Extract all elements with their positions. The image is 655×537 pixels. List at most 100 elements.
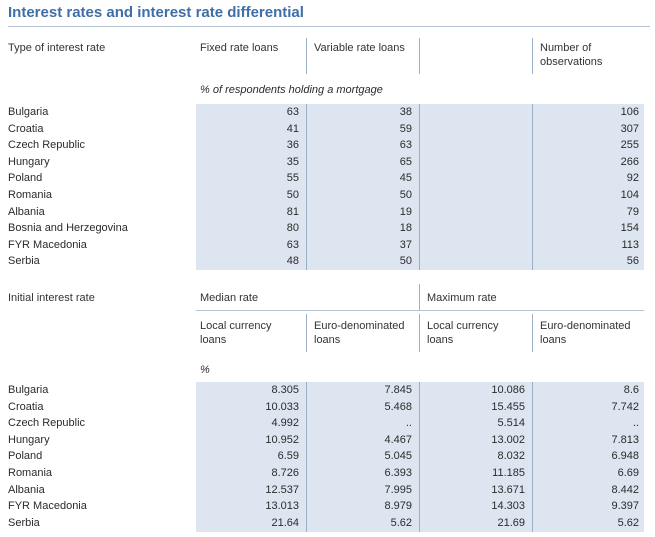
median-local-value: 4.992 <box>271 417 299 430</box>
country-label: Serbia <box>8 516 40 529</box>
initial-rate-header: Initial interest rate <box>8 292 95 304</box>
type-of-rate-header: Type of interest rate <box>8 42 106 54</box>
country-label: Poland <box>8 172 43 185</box>
variable-rate-value: 50 <box>399 189 412 201</box>
variable-rate-value: 65 <box>399 155 412 168</box>
unit-note-percent: % <box>200 364 210 376</box>
fixed-rate-value: 63 <box>286 106 299 118</box>
variable-rate-value: 59 <box>399 122 412 135</box>
max-local-value: 13.671 <box>491 483 525 496</box>
header-divider <box>532 314 533 352</box>
column-divider <box>419 104 420 270</box>
fixed-rate-value: 41 <box>286 122 299 135</box>
column-divider <box>306 382 307 532</box>
observations-value: 113 <box>621 238 639 251</box>
data-background <box>196 104 644 270</box>
observations-value: 154 <box>620 222 639 235</box>
variable-rate-value: 19 <box>399 205 412 218</box>
max-euro-value: 9.397 <box>611 500 639 513</box>
max-local-value: 8.032 <box>497 450 525 463</box>
fixed-rate-value: 80 <box>286 222 299 235</box>
median-euro-value: 7.995 <box>384 483 412 496</box>
max-local-value: 21.69 <box>497 516 525 529</box>
header-divider <box>306 38 307 74</box>
median-local-value: 8.305 <box>271 384 299 396</box>
max-euro-value: 8.6 <box>623 384 639 396</box>
max-euro-value: 7.742 <box>611 400 639 413</box>
max-euro-value: 5.62 <box>617 516 639 529</box>
country-label: Croatia <box>8 122 44 135</box>
maximum-rate-header: Maximum rate <box>427 292 497 304</box>
fixed-rate-header: Fixed rate loans <box>200 42 279 54</box>
country-label: Czech Republic <box>8 139 86 152</box>
max-local-value: 5.514 <box>497 417 525 430</box>
median-local-value: 10.033 <box>265 400 299 413</box>
max-local-value: 14.303 <box>491 500 525 513</box>
median-local-value: 6.59 <box>277 450 299 463</box>
observations-value: 106 <box>620 106 639 118</box>
observations-header: Number of observations <box>540 42 603 68</box>
country-label: Romania <box>8 467 53 479</box>
observations-value: 307 <box>620 122 639 135</box>
max-euro-value: 6.69 <box>617 467 639 479</box>
fixed-rate-value: 48 <box>286 255 299 268</box>
header-divider <box>532 38 533 74</box>
fixed-rate-value: 35 <box>286 155 299 168</box>
fixed-rate-value: 55 <box>286 172 299 185</box>
observations-value: 56 <box>626 255 639 268</box>
country-label: Albania <box>8 483 45 496</box>
max-local-value: 13.002 <box>491 433 525 446</box>
country-label: Albania <box>8 205 45 218</box>
variable-rate-value: 45 <box>399 172 412 185</box>
country-label: Romania <box>8 189 53 201</box>
observations-value: 255 <box>620 139 639 152</box>
fixed-rate-value: 36 <box>286 139 299 152</box>
max-local-header: Local currency loans <box>427 320 499 346</box>
max-local-value: 11.185 <box>492 467 525 479</box>
max-local-value: 15.455 <box>491 400 525 413</box>
country-label: Croatia <box>8 400 44 413</box>
median-local-value: 10.952 <box>265 433 299 446</box>
median-euro-value: .. <box>405 417 412 430</box>
median-local-value: 12.537 <box>265 483 299 496</box>
median-euro-value: 5.468 <box>384 400 412 413</box>
country-label: Hungary <box>8 433 50 446</box>
max-euro-value: 7.813 <box>611 433 639 446</box>
median-euro-value: 6.393 <box>384 467 412 479</box>
title-underline <box>8 26 650 27</box>
variable-rate-header: Variable rate loans <box>314 42 405 54</box>
variable-rate-value: 38 <box>399 106 412 118</box>
max-euro-value: .. <box>632 417 639 430</box>
column-divider <box>532 104 533 270</box>
country-label: FYR Macedonia <box>8 238 87 251</box>
country-label: Serbia <box>8 255 40 268</box>
fixed-rate-value: 50 <box>286 189 299 201</box>
table-title: Interest rates and interest rate differe… <box>8 4 304 21</box>
median-local-value: 8.726 <box>271 467 299 479</box>
country-label: Hungary <box>8 155 50 168</box>
variable-rate-value: 37 <box>399 238 412 251</box>
observations-value: 92 <box>626 172 639 185</box>
column-divider <box>306 104 307 270</box>
median-euro-value: 4.467 <box>384 433 412 446</box>
median-euro-value: 5.62 <box>390 516 412 529</box>
median-local-value: 13.013 <box>265 500 299 513</box>
observations-value: 104 <box>620 189 639 201</box>
header-rule <box>196 310 644 311</box>
header-divider <box>419 284 420 310</box>
median-rate-header: Median rate <box>200 292 259 304</box>
unit-note: % of respondents holding a mortgage <box>200 84 383 96</box>
country-label: Czech Republic <box>8 417 86 430</box>
column-divider <box>419 382 420 532</box>
observations-value: 79 <box>626 205 639 218</box>
median-local-value: 21.64 <box>271 516 299 529</box>
observations-value: 266 <box>620 155 639 168</box>
country-label: Poland <box>8 450 43 463</box>
median-euro-header: Euro-denominated loans <box>314 320 405 346</box>
max-local-value: 10.086 <box>491 384 525 396</box>
column-divider <box>532 382 533 532</box>
country-label: Bosnia and Herzegovina <box>8 222 128 235</box>
variable-rate-value: 18 <box>399 222 412 235</box>
data-background <box>196 382 644 532</box>
fixed-rate-value: 81 <box>286 205 299 218</box>
